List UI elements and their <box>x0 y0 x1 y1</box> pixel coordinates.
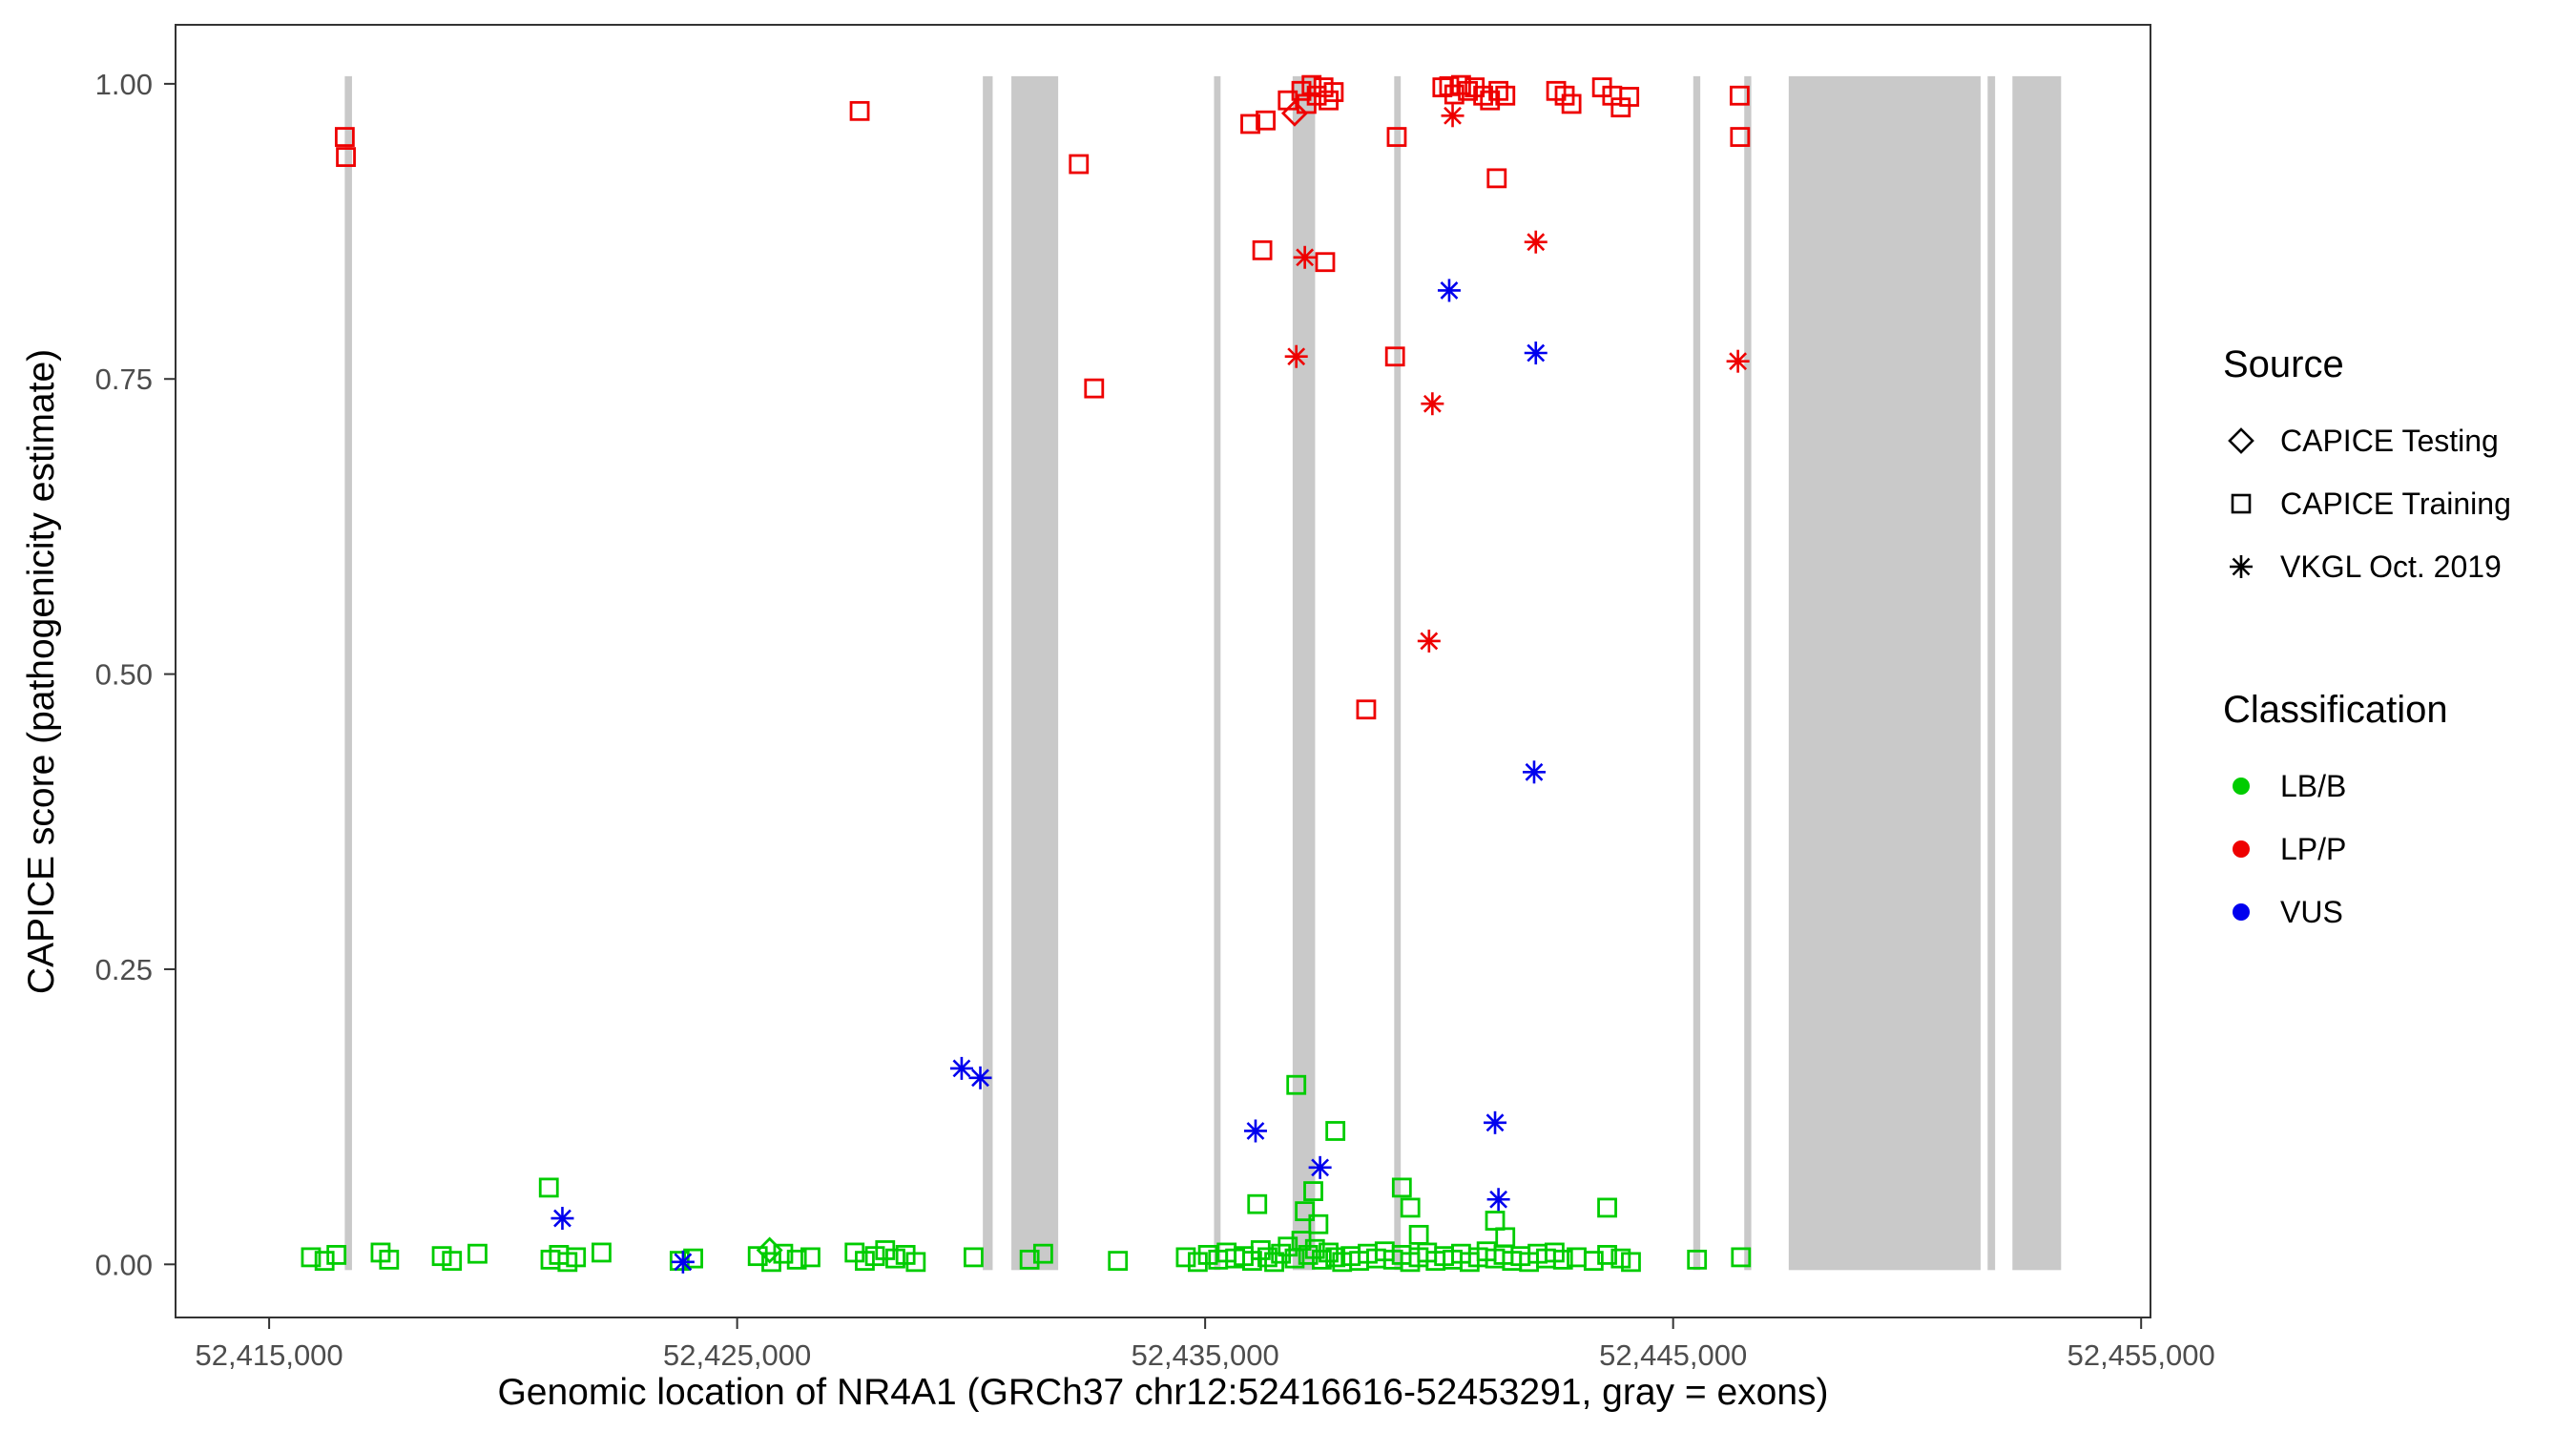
svg-text:52,435,000: 52,435,000 <box>1132 1338 1279 1372</box>
legend-item-label: VUS <box>2280 894 2343 929</box>
lbb-dot-icon <box>2233 778 2250 795</box>
legend-source: Source CAPICE Testing CAPICE Training <box>2223 343 2566 598</box>
svg-text:0.25: 0.25 <box>95 953 153 986</box>
legend-classification: Classification LB/B LP/P VUS <box>2223 689 2566 944</box>
svg-text:52,415,000: 52,415,000 <box>196 1338 343 1372</box>
svg-text:1.00: 1.00 <box>95 68 153 101</box>
legend-item-lbb: LB/B <box>2223 755 2566 818</box>
legend-item-label: VKGL Oct. 2019 <box>2280 549 2502 584</box>
lpp-dot-icon <box>2233 840 2250 858</box>
svg-text:52,445,000: 52,445,000 <box>1599 1338 1747 1372</box>
legend-item-label: CAPICE Testing <box>2280 423 2499 458</box>
svg-text:0.75: 0.75 <box>95 363 153 396</box>
legend-item-capice-training: CAPICE Training <box>2223 472 2566 535</box>
legend-item-capice-testing: CAPICE Testing <box>2223 409 2566 472</box>
diamond-icon <box>2228 427 2254 454</box>
svg-text:52,455,000: 52,455,000 <box>2067 1338 2215 1372</box>
svg-text:0.00: 0.00 <box>95 1248 153 1281</box>
legend-source-title: Source <box>2223 343 2344 385</box>
legend: Source CAPICE Testing CAPICE Training <box>2223 343 2566 944</box>
svg-text:52,425,000: 52,425,000 <box>663 1338 811 1372</box>
svg-text:0.50: 0.50 <box>95 658 153 692</box>
legend-item-vkgl: VKGL Oct. 2019 <box>2223 535 2566 598</box>
vus-dot-icon <box>2233 903 2250 921</box>
legend-item-label: LP/P <box>2280 831 2347 866</box>
asterisk-icon <box>2230 555 2253 578</box>
legend-item-label: LB/B <box>2280 768 2347 803</box>
legend-item-lpp: LP/P <box>2223 818 2566 881</box>
legend-item-label: CAPICE Training <box>2280 486 2511 521</box>
x-axis-title: Genomic location of NR4A1 (GRCh37 chr12:… <box>497 1372 1829 1413</box>
legend-classification-title: Classification <box>2223 689 2448 731</box>
square-icon <box>2231 493 2252 514</box>
legend-item-vus: VUS <box>2223 881 2566 944</box>
y-axis-title: CAPICE score (pathogenicity estimate) <box>21 348 62 995</box>
